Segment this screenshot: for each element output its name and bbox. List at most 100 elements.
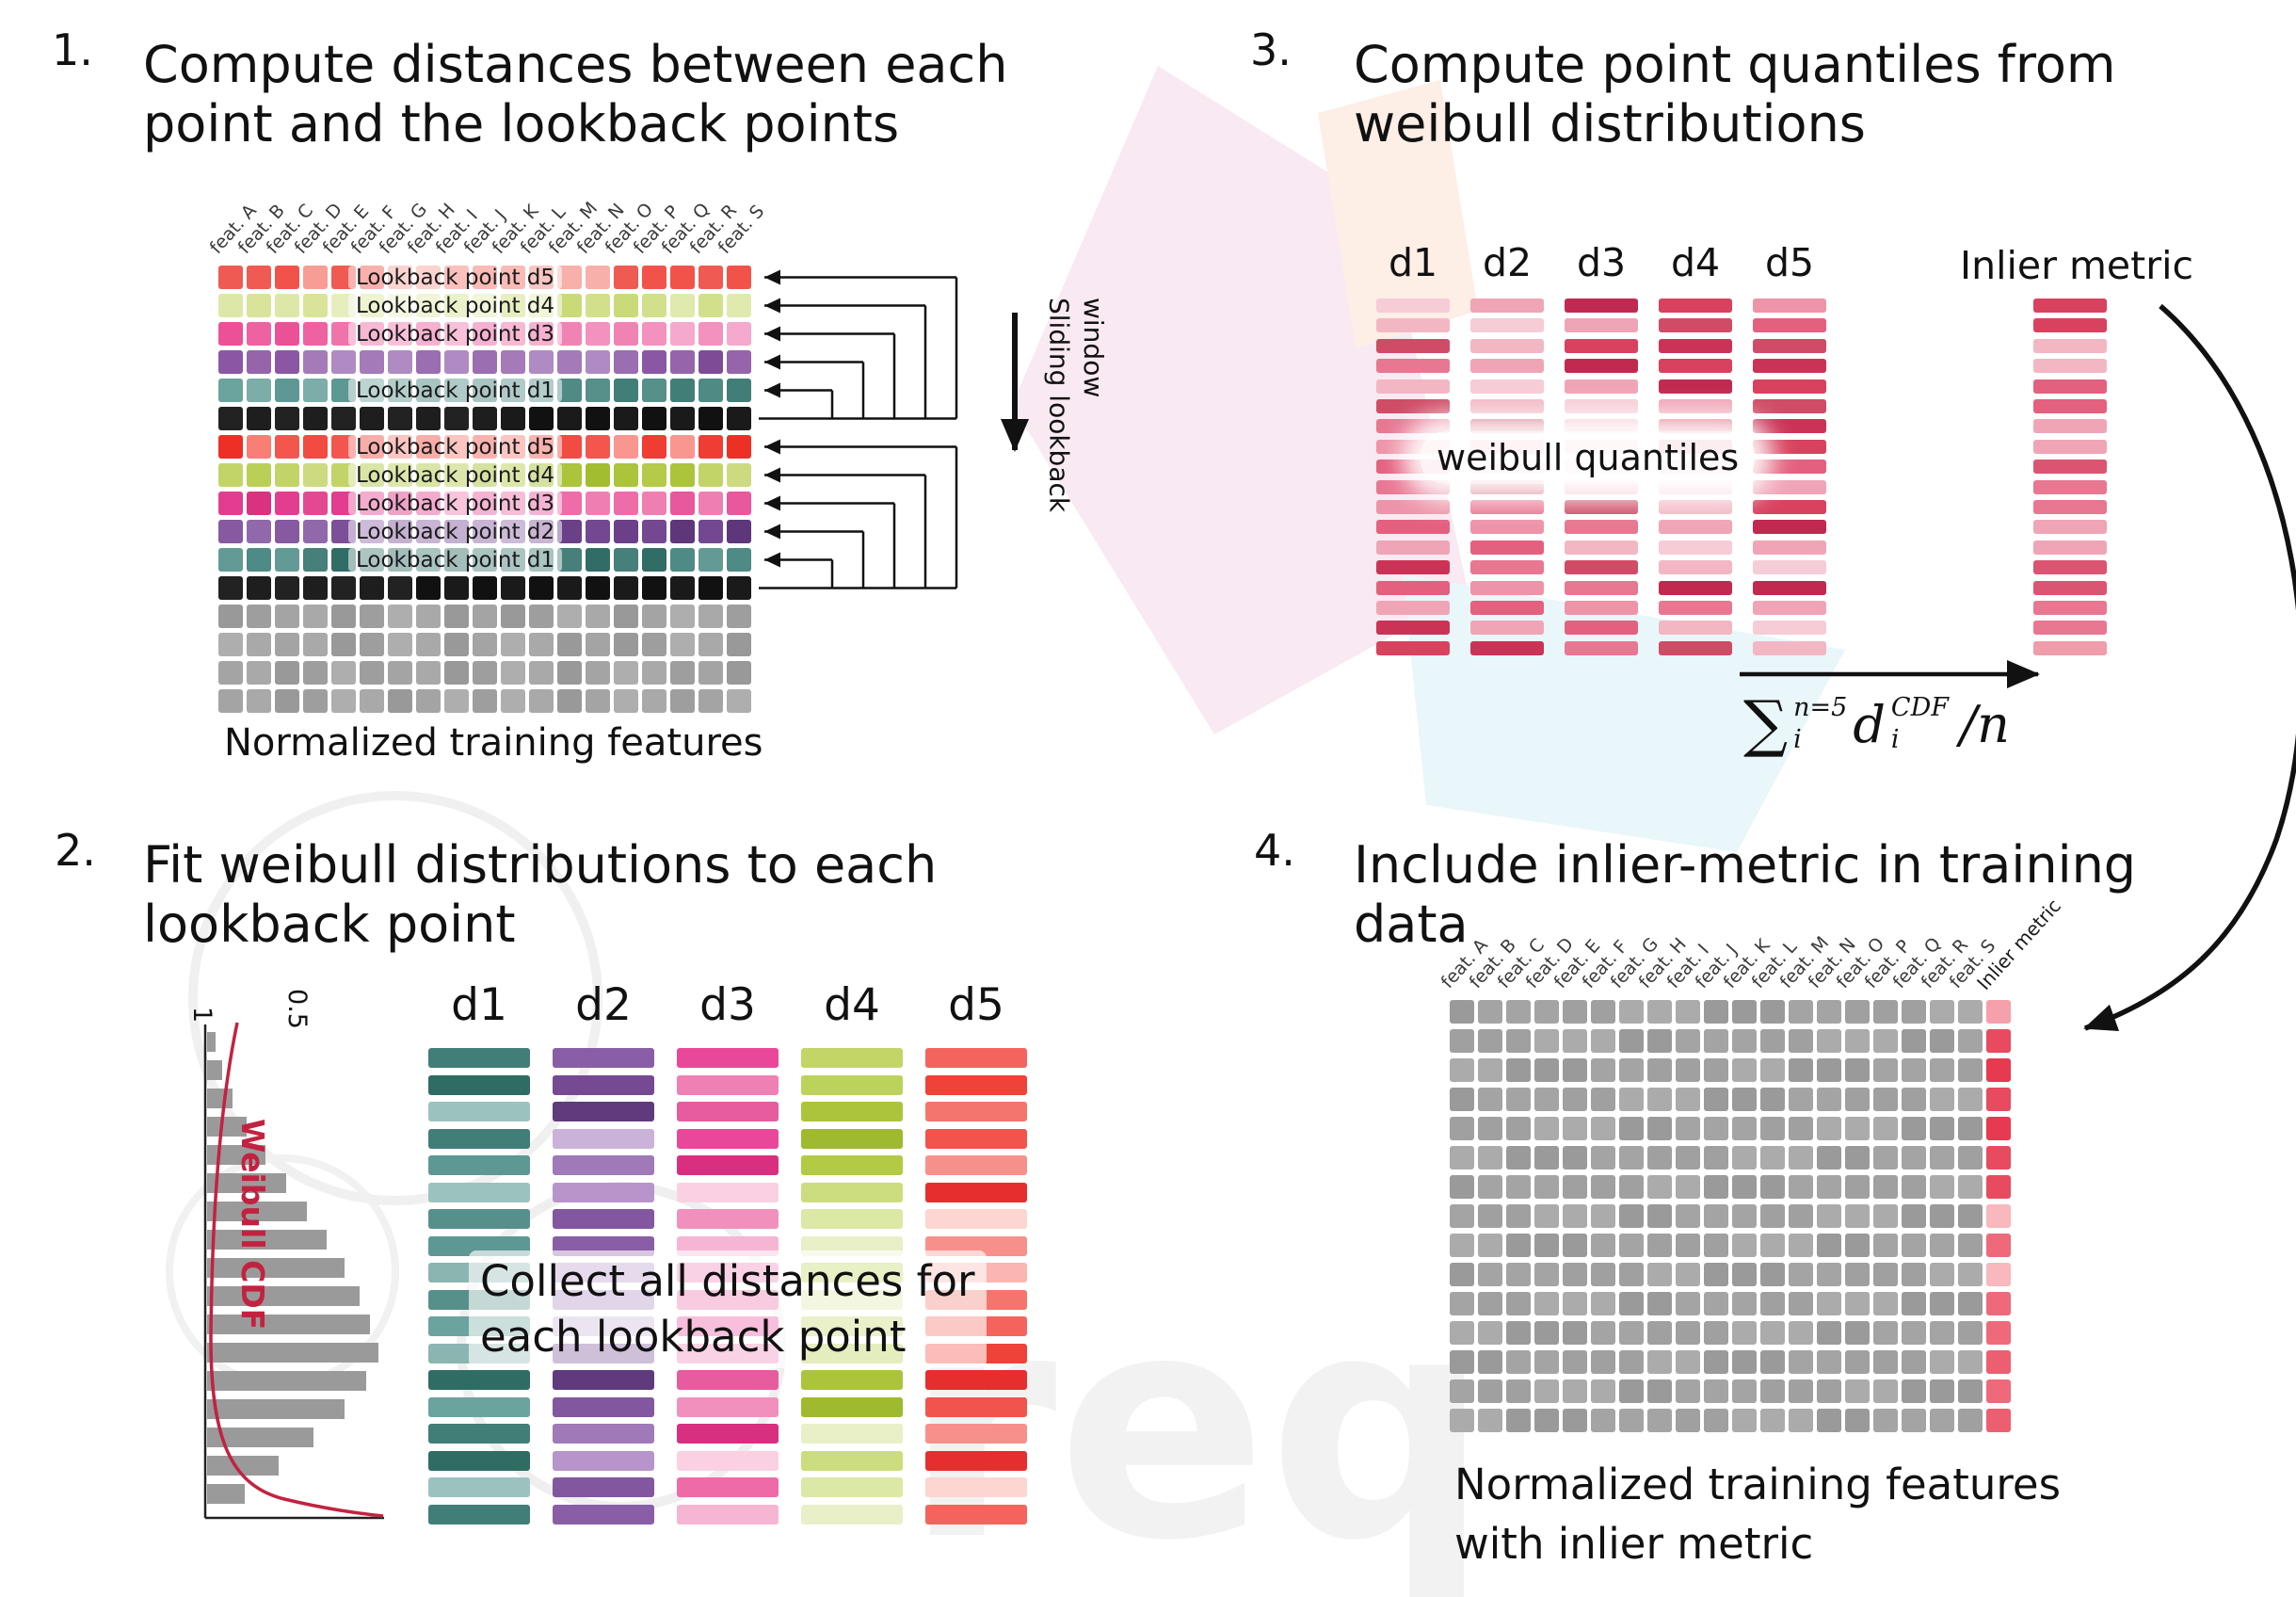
quantile-bar [1470, 540, 1544, 555]
feature-cell [1789, 1117, 1813, 1140]
quantile-column-label: d4 [1670, 240, 1721, 285]
feature-cell [1930, 1204, 1954, 1228]
feature-cell [1789, 1058, 1813, 1082]
feature-cell [360, 689, 384, 713]
feature-cell [1760, 1409, 1785, 1432]
feature-cell [642, 350, 666, 374]
quantile-bar [1565, 560, 1638, 575]
inlier-metric-cell [1986, 1175, 2011, 1199]
feature-cell [1563, 1088, 1587, 1111]
feature-cell [1591, 1000, 1615, 1024]
distance-bar [428, 1504, 530, 1524]
feature-cell [698, 576, 723, 600]
distance-bar [925, 1128, 1027, 1149]
feature-cell [1704, 1175, 1728, 1199]
distance-bar [553, 1182, 654, 1202]
inlier-metric-bar [2033, 318, 2107, 333]
feature-cell [1845, 1292, 1870, 1315]
feature-cell [1450, 1350, 1474, 1374]
quantile-bar [1470, 520, 1544, 535]
quantile-bar [1376, 540, 1450, 555]
feature-cell [1534, 1321, 1559, 1345]
weibull-hist-bar [207, 1032, 216, 1052]
quantile-column-label: d5 [1764, 240, 1815, 285]
feature-cell [1902, 1234, 1926, 1257]
feature-cell [247, 520, 271, 543]
feature-cell [218, 379, 243, 402]
feature-cell [1958, 1263, 1983, 1286]
quantile-bar [1565, 640, 1638, 655]
lookback-row-label: Lookback point d5 [348, 266, 563, 290]
feature-cell [557, 576, 582, 600]
feature-cell [1760, 1204, 1785, 1228]
feature-cell [303, 379, 328, 402]
feature-cell [670, 605, 695, 628]
feature-cell [1478, 1350, 1502, 1374]
feature-cell [444, 633, 469, 656]
feature-cell [1902, 1058, 1926, 1082]
formula-var-sub: i [1890, 724, 1900, 754]
feature-cell [1563, 1175, 1587, 1199]
feature-cell [1478, 1321, 1502, 1345]
formula-divisor: /n [1959, 694, 2010, 754]
feature-cell [1676, 1175, 1700, 1199]
feature-cell [275, 463, 299, 487]
feature-cell [388, 576, 412, 600]
feature-cell [1563, 1321, 1587, 1345]
weibull-histogram [207, 1032, 378, 1504]
feature-cell [247, 435, 271, 459]
feature-cell [1506, 1321, 1531, 1345]
feature-cell [1478, 1088, 1502, 1111]
quantile-bar [1565, 338, 1638, 353]
quantile-bar [1659, 520, 1732, 535]
feature-cell [1676, 1088, 1700, 1111]
feature-cell [247, 492, 271, 515]
inlier-metric-cell [1986, 1088, 2011, 1111]
feature-cell [1817, 1029, 1841, 1053]
feature-cell [1873, 1263, 1898, 1286]
distance-column-label: d3 [699, 979, 756, 1031]
feature-cell [1619, 1088, 1644, 1111]
collect-distances-line1: Collect all distances for [480, 1256, 975, 1306]
distance-bar [428, 1450, 530, 1471]
feature-cell [1676, 1321, 1700, 1345]
feature-cell [1506, 1292, 1531, 1315]
feature-cell [1478, 1292, 1502, 1315]
inlier-metric-bar [2033, 460, 2107, 475]
feature-cell [1619, 1146, 1644, 1170]
feature-cell [614, 661, 638, 685]
feature-cell [275, 322, 299, 346]
distance-bar [553, 1424, 654, 1444]
distance-bar [801, 1477, 903, 1497]
feature-cell [218, 520, 243, 543]
quantile-bar [1376, 338, 1450, 353]
feature-cell [303, 548, 328, 572]
distance-bar [801, 1370, 903, 1390]
feature-cell [586, 492, 610, 515]
feature-cell [1732, 1000, 1757, 1024]
formula-var-sup: CDF [1890, 693, 1949, 723]
quantile-bar [1753, 479, 1826, 494]
feature-cell [1450, 1000, 1474, 1024]
feature-cell [727, 322, 751, 346]
feature-cell [1591, 1409, 1615, 1432]
feature-cell [1789, 1088, 1813, 1111]
inlier-metric-bar [2033, 479, 2107, 494]
distance-bar [428, 1048, 530, 1068]
feature-cell [1676, 1263, 1700, 1286]
quantile-bar [1565, 601, 1638, 615]
feature-cell [501, 661, 525, 685]
distance-bar [801, 1155, 903, 1175]
feature-cell [698, 294, 723, 317]
distance-bar [925, 1155, 1027, 1175]
feature-cell [1789, 1292, 1813, 1315]
weibull-hist-bar [207, 1286, 360, 1306]
feature-cell [247, 605, 271, 628]
feature-cell [1450, 1292, 1474, 1315]
feature-cell [275, 407, 299, 430]
feature-cell [614, 689, 638, 713]
inlier-metric-cell [1986, 1117, 2011, 1140]
formula-sum-symbol: ∑ [1743, 687, 1789, 760]
feature-cell [218, 407, 243, 430]
